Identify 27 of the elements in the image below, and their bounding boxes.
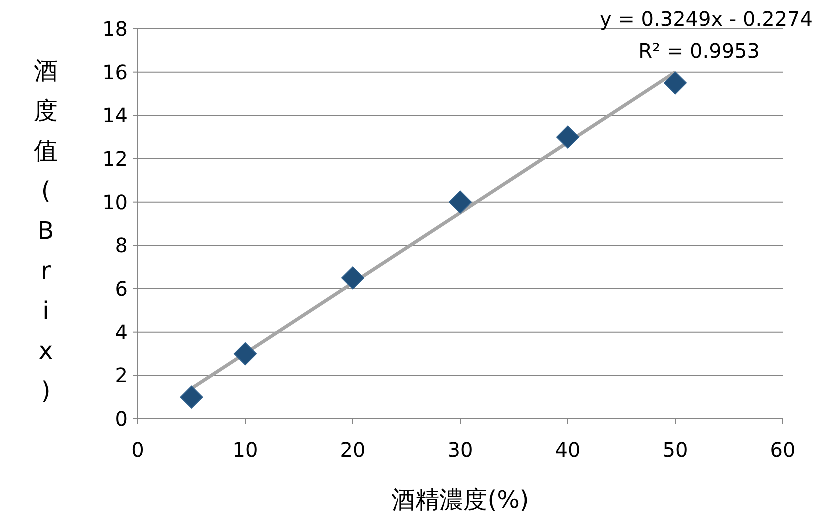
y-tick-label: 4: [115, 320, 128, 344]
y-tick-label: 14: [102, 104, 128, 128]
annotation: y = 0.3249x - 0.2274: [600, 7, 813, 31]
y-tick-label: 8: [115, 234, 128, 258]
x-axis-title: 酒精濃度(%): [392, 486, 530, 514]
x-tick-label: 0: [132, 438, 144, 462]
point: [664, 72, 687, 95]
x-tick-label: 60: [770, 438, 796, 462]
x-tick-label: 10: [232, 438, 258, 462]
point: [449, 190, 472, 214]
x-tick-label: 40: [555, 438, 581, 462]
point: [180, 386, 204, 409]
annotation: R² = 0.9953: [638, 39, 760, 63]
y-tick-label: 18: [102, 17, 128, 41]
x-tick-label: 30: [448, 438, 474, 462]
y-tick-label: 6: [115, 277, 128, 301]
text: 酒度值(Brix): [34, 57, 58, 405]
x-tick-label: 20: [340, 438, 366, 462]
y-tick-label: 16: [102, 60, 128, 84]
y-tick-label: 10: [102, 190, 128, 214]
point: [342, 266, 364, 290]
point: [556, 126, 580, 149]
y-tick-label: 12: [102, 147, 128, 171]
x-tick-label: 50: [662, 438, 688, 462]
y-tick-label: 0: [115, 407, 128, 431]
point: [234, 342, 257, 366]
y-tick-label: 2: [115, 364, 128, 388]
